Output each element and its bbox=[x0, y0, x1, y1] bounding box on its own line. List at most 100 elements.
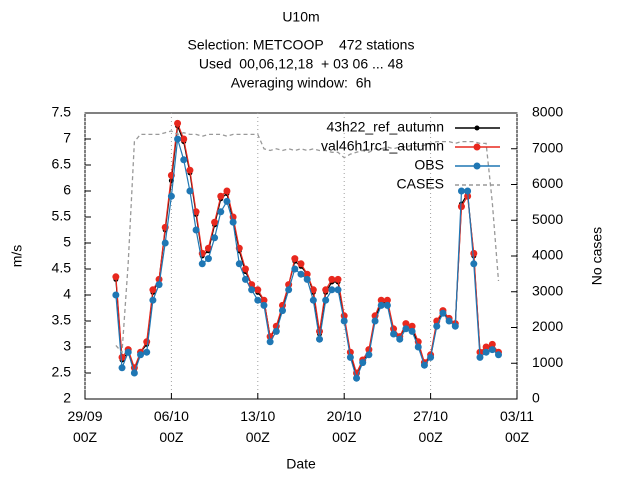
data-point bbox=[457, 203, 465, 211]
data-point bbox=[217, 192, 225, 200]
legend-label: val46h1rc1_autumn bbox=[321, 138, 444, 154]
title-line: Used 00,06,12,18 + 03 06 ... 48 bbox=[199, 56, 404, 72]
x-tick-label: 13/10 00Z bbox=[240, 408, 276, 445]
data-point bbox=[291, 265, 299, 273]
data-point bbox=[285, 286, 293, 294]
data-point bbox=[464, 187, 472, 195]
y-tick-label: 5 bbox=[63, 234, 71, 250]
y2-tick-label: 3000 bbox=[532, 282, 563, 298]
data-point bbox=[192, 226, 200, 234]
y2-tick-label: 8000 bbox=[532, 104, 563, 120]
data-point bbox=[371, 317, 379, 325]
data-point bbox=[340, 317, 348, 325]
title-line: Averaging window: 6h bbox=[231, 75, 372, 91]
data-point bbox=[414, 343, 422, 351]
data-point bbox=[217, 208, 225, 216]
data-point bbox=[476, 353, 484, 361]
y2-tick-label: 2000 bbox=[532, 318, 563, 334]
data-point bbox=[402, 320, 410, 328]
data-point bbox=[383, 296, 391, 304]
data-point bbox=[365, 351, 373, 359]
data-point bbox=[359, 359, 367, 367]
data-point bbox=[124, 348, 132, 356]
data-point bbox=[316, 335, 324, 343]
data-point bbox=[137, 351, 145, 359]
y-tick-label: 6.5 bbox=[52, 156, 72, 172]
data-point bbox=[118, 364, 126, 372]
data-point bbox=[118, 353, 126, 361]
data-point bbox=[451, 322, 459, 330]
data-point bbox=[174, 135, 182, 143]
data-point bbox=[377, 296, 385, 304]
legend-marker bbox=[473, 143, 481, 151]
data-point bbox=[408, 322, 416, 330]
data-point bbox=[334, 286, 342, 294]
data-point bbox=[143, 348, 151, 356]
data-point bbox=[149, 296, 157, 304]
data-point bbox=[408, 327, 416, 335]
x-tick-label: 03/11 00Z bbox=[500, 408, 534, 445]
data-point bbox=[383, 301, 391, 309]
data-point bbox=[482, 348, 490, 356]
data-point bbox=[488, 340, 496, 348]
data-point bbox=[303, 275, 311, 283]
data-point bbox=[470, 249, 478, 257]
data-point bbox=[204, 255, 212, 263]
data-point bbox=[223, 187, 231, 195]
data-point bbox=[328, 286, 336, 294]
y-tick-label: 4.5 bbox=[52, 260, 72, 276]
data-point bbox=[266, 338, 274, 346]
data-point bbox=[482, 343, 490, 351]
title-line: Selection: METCOOP 472 stations bbox=[188, 37, 415, 53]
data-point bbox=[161, 239, 169, 247]
data-point bbox=[254, 296, 262, 304]
y-tick-label: 2.5 bbox=[52, 364, 72, 380]
data-point bbox=[211, 218, 219, 226]
data-point bbox=[186, 187, 194, 195]
data-point bbox=[241, 265, 249, 273]
y-axis-label: m/s bbox=[9, 245, 25, 268]
data-point bbox=[204, 244, 212, 252]
data-point bbox=[309, 286, 317, 294]
data-point bbox=[494, 351, 502, 359]
data-point bbox=[377, 301, 385, 309]
legend-label: 43h22_ref_autumn bbox=[326, 119, 444, 135]
y-tick-label: 2 bbox=[63, 390, 71, 406]
x-tick-label: 06/10 00Z bbox=[153, 408, 189, 445]
x-tick-label: 29/09 00Z bbox=[67, 408, 103, 445]
data-point bbox=[488, 346, 496, 354]
data-point bbox=[174, 119, 182, 127]
data-point bbox=[229, 218, 237, 226]
x-tick-label: 20/10 00Z bbox=[326, 408, 362, 445]
data-point bbox=[155, 275, 163, 283]
data-point bbox=[167, 192, 175, 200]
y2-tick-label: 6000 bbox=[532, 175, 563, 191]
data-point bbox=[112, 291, 120, 299]
data-point bbox=[316, 327, 324, 335]
data-point bbox=[457, 187, 465, 195]
data-point bbox=[180, 135, 188, 143]
plot-frame bbox=[84, 112, 518, 400]
data-point bbox=[186, 166, 194, 174]
y2-axis-label: No cases bbox=[589, 227, 605, 285]
title-line: U10m bbox=[282, 9, 319, 25]
x-tick-label: 27/10 00Z bbox=[413, 408, 449, 445]
y-tick-label: 6 bbox=[63, 182, 71, 198]
data-point bbox=[211, 234, 219, 242]
y2-tick-label: 0 bbox=[532, 390, 540, 406]
data-point bbox=[143, 338, 151, 346]
data-point bbox=[346, 353, 354, 361]
data-point bbox=[470, 260, 478, 268]
data-point bbox=[353, 374, 361, 382]
data-point bbox=[198, 260, 206, 268]
data-point bbox=[396, 335, 404, 343]
y2-tick-label: 1000 bbox=[532, 354, 563, 370]
data-point bbox=[303, 270, 311, 278]
data-point bbox=[248, 286, 256, 294]
data-point bbox=[272, 327, 280, 335]
y-tick-label: 5.5 bbox=[52, 208, 72, 224]
y2-tick-label: 4000 bbox=[532, 247, 563, 263]
y-tick-label: 7.5 bbox=[52, 104, 72, 120]
data-point bbox=[420, 361, 428, 369]
